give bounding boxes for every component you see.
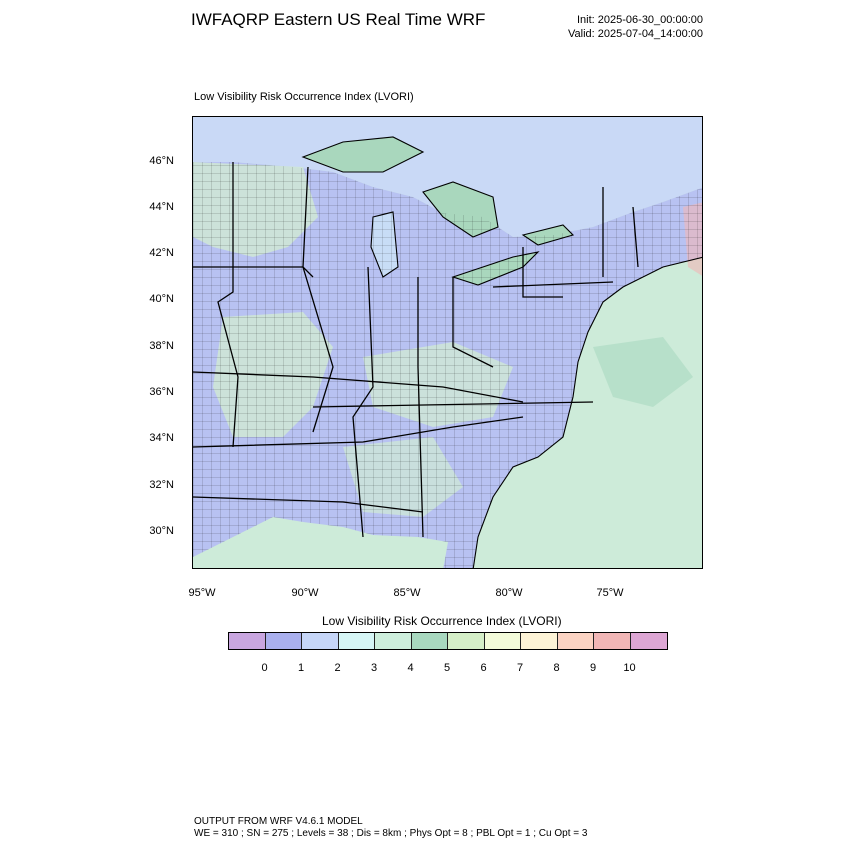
lon-label: 85°W [393,587,421,599]
colorbar-title: Low Visibility Risk Occurrence Index (LV… [322,614,562,628]
colorbar-tick-label: 9 [589,662,597,674]
lat-label: 44°N [149,201,174,213]
lon-label: 80°W [495,587,523,599]
lat-label: 34°N [149,432,174,444]
map-panel [192,116,703,569]
colorbar-tick-label: 6 [480,662,487,674]
plot-title: IWFAQRP Eastern US Real Time WRF [191,10,486,29]
colorbar-tick-label: 3 [370,662,378,674]
colorbar-tick-label: 4 [407,662,414,674]
model-info-line1: OUTPUT FROM WRF V4.6.1 MODEL [194,816,363,827]
lat-label: 46°N [149,155,174,167]
colorbar-tick-label: 7 [516,662,524,674]
colorbar-tick-label: 8 [553,662,560,674]
colorbar-tick-label: 0 [261,662,268,674]
lvori-map [193,117,702,568]
lat-label: 42°N [149,247,174,259]
lat-label: 38°N [149,340,174,352]
init-time: Init: 2025-06-30_00:00:00 [577,14,703,26]
lat-label: 36°N [149,386,174,398]
ocean-patch [593,337,693,407]
state-borders [193,162,639,538]
colorbar-swatch [484,633,521,649]
lat-label: 40°N [149,293,174,305]
canada-area [193,117,702,237]
colorbar-swatch [338,633,375,649]
colorbar-swatch [557,633,594,649]
colorbar-swatch [448,633,485,649]
model-info-line2: WE = 310 ; SN = 275 ; Levels = 38 ; Dis … [194,828,588,839]
colorbar-tick-label: 5 [443,662,451,674]
colorbar-swatch [411,633,448,649]
colorbar-swatch [265,633,302,649]
lat-label: 32°N [149,479,174,491]
colorbar-swatch [521,633,558,649]
model-info: OUTPUT FROM WRF V4.6.1 MODEL WE = 310 ; … [194,816,587,840]
coastline [301,136,702,568]
colorbar [228,632,668,650]
valid-time: Valid: 2025-07-04_14:00:00 [568,28,703,40]
lon-label: 95°W [188,587,216,599]
colorbar-tick-label: 1 [297,662,305,674]
colorbar-tick-label: 2 [334,662,341,674]
colorbar-swatch [630,633,667,649]
colorbar-swatch [302,633,339,649]
map-subtitle: Low Visibility Risk Occurrence Index (LV… [194,91,414,103]
colorbar-swatch [229,633,266,649]
colorbar-tick-label: 10 [623,662,636,674]
lon-label: 75°W [596,587,624,599]
lat-label: 30°N [149,525,174,537]
county-lines [193,162,702,568]
run-times: Init: 2025-06-30_00:00:00 Valid: 2025-07… [568,13,703,41]
colorbar-swatch [594,633,631,649]
lon-label: 90°W [291,587,319,599]
colorbar-swatch [375,633,412,649]
